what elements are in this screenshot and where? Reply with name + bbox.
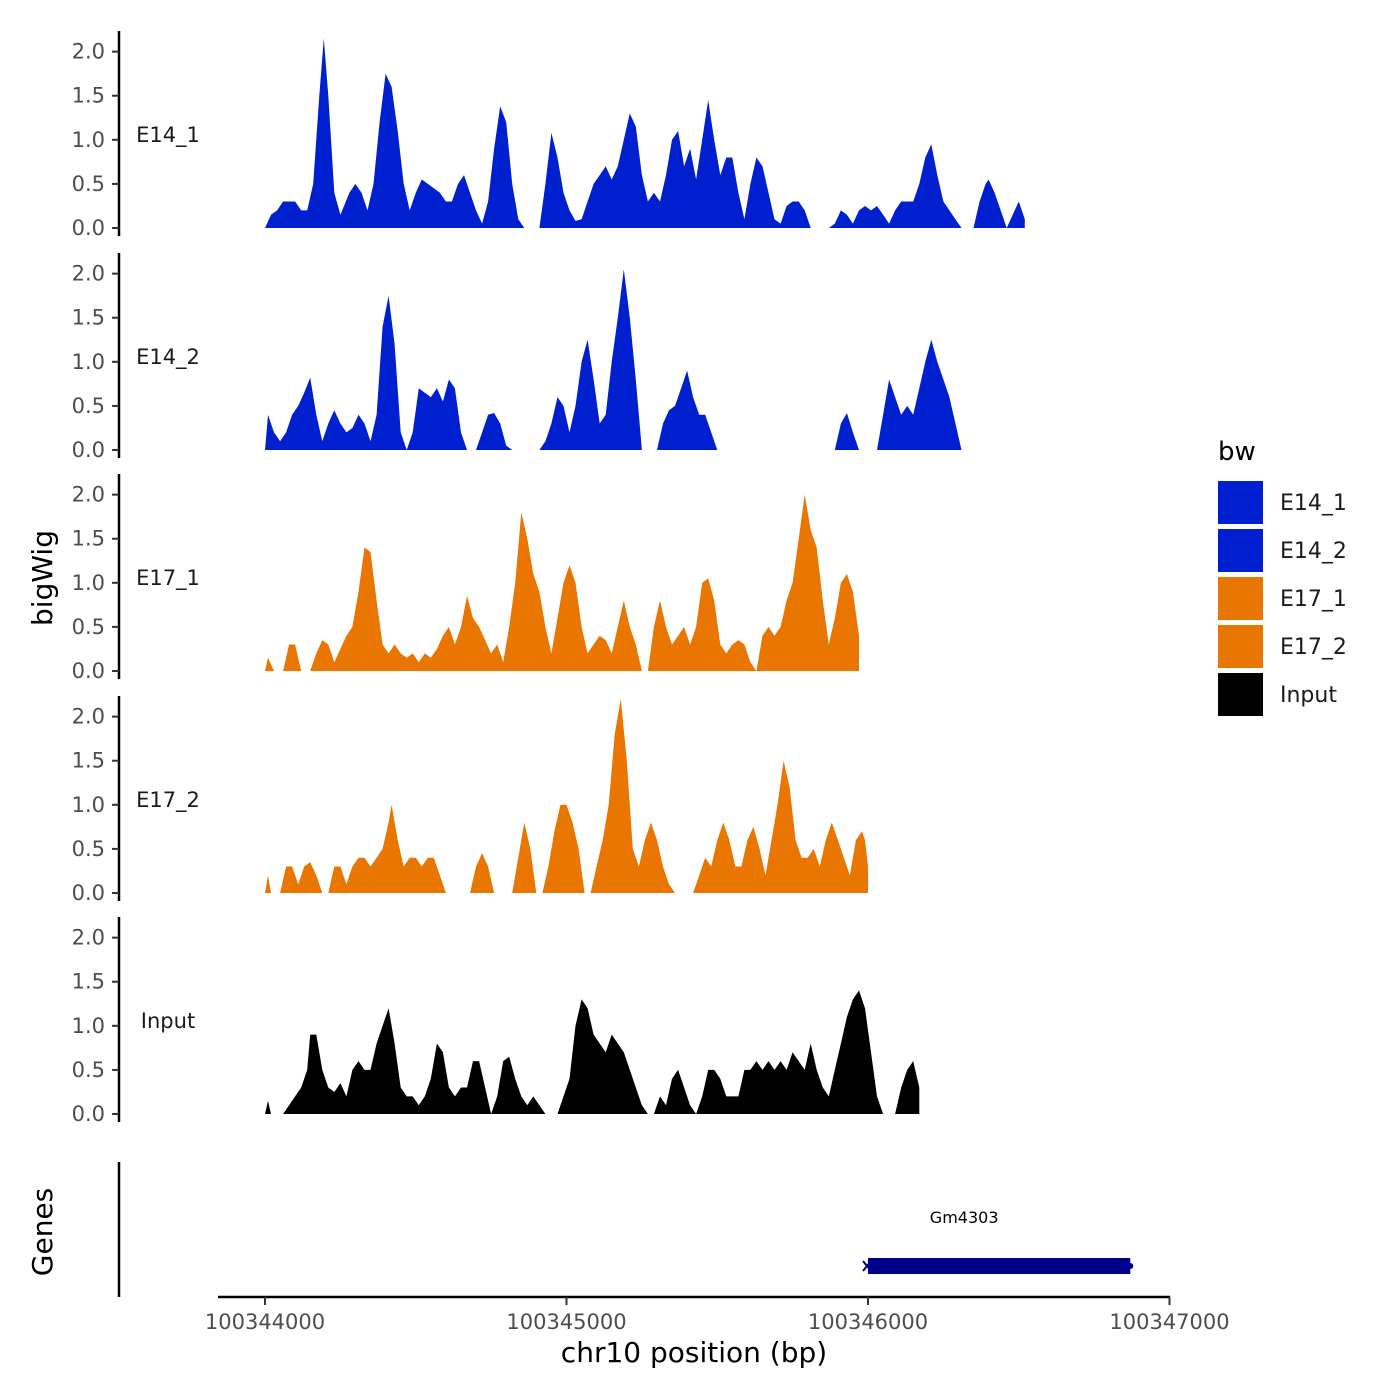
y-tick-label: 0.5 xyxy=(72,837,105,861)
legend: E14_1 E14_2 E17_1 E17_2 Input xyxy=(1218,481,1347,716)
legend-title: bw xyxy=(1218,437,1256,467)
y-tick-label: 1.0 xyxy=(72,128,105,152)
y-tick-label: 1.5 xyxy=(72,527,105,551)
track-label: E14_2 xyxy=(136,345,200,370)
y-tick-label: 0.0 xyxy=(72,216,105,240)
y-tick-label: 1.0 xyxy=(72,1014,105,1038)
track-label: Input xyxy=(141,1009,195,1033)
track-e17_2: 0.0 0.5 1.0 1.5 2.0 E17_2 xyxy=(72,696,868,905)
legend-swatch xyxy=(1218,529,1263,572)
legend-item-e17_1: E17_1 xyxy=(1218,577,1347,620)
legend-label: E17_2 xyxy=(1280,635,1347,660)
y-tick-label: 2.0 xyxy=(72,262,105,286)
legend-label: E17_1 xyxy=(1280,587,1347,612)
track-input: 0.0 0.5 1.0 1.5 2.0 Input xyxy=(72,917,920,1126)
y-tick-label: 0.5 xyxy=(72,615,105,639)
gene-start-marker xyxy=(862,1260,872,1272)
y-tick-label: 0.5 xyxy=(72,172,105,196)
legend-swatch xyxy=(1218,673,1263,716)
x-tick-label: 100344000 xyxy=(205,1310,325,1334)
x-axis: 100344000 100345000 100346000 100347000 xyxy=(205,1295,1230,1334)
track-e17_1: 0.0 0.5 1.0 1.5 2.0 E17_1 xyxy=(72,474,859,683)
gene-label: Gm4303 xyxy=(930,1208,999,1227)
area-e17_1 xyxy=(265,494,859,671)
y-tick-label: 2.0 xyxy=(72,40,105,64)
y-tick-label: 0.0 xyxy=(72,659,105,683)
track-label: E14_1 xyxy=(136,123,200,148)
y-tick-label: 1.0 xyxy=(72,571,105,595)
legend-item-e14_1: E14_1 xyxy=(1218,481,1347,524)
legend-label: E14_1 xyxy=(1280,491,1347,516)
gene-body xyxy=(868,1258,1131,1274)
y-tick-label: 1.5 xyxy=(72,970,105,994)
y-tick-label: 1.5 xyxy=(72,84,105,108)
legend-swatch xyxy=(1218,481,1263,524)
gene-gm4303: Gm4303 xyxy=(862,1208,1134,1274)
area-e14_2 xyxy=(265,269,962,450)
area-input xyxy=(265,990,920,1114)
track-e14_1: 0.0 0.5 1.0 1.5 2.0 E14_1 xyxy=(72,31,1025,240)
y-tick-label: 0.0 xyxy=(72,881,105,905)
area-e14_1 xyxy=(265,38,1025,229)
track-label: E17_1 xyxy=(136,566,200,591)
y-tick-label: 1.5 xyxy=(72,306,105,330)
y-tick-label: 0.5 xyxy=(72,1058,105,1082)
legend-item-input: Input xyxy=(1218,673,1337,716)
area-e17_2 xyxy=(265,699,868,893)
y-tick-label: 2.0 xyxy=(72,926,105,950)
legend-item-e14_2: E14_2 xyxy=(1218,529,1347,572)
x-tick-label: 100347000 xyxy=(1109,1310,1229,1334)
legend-swatch xyxy=(1218,577,1263,620)
gene-end-marker xyxy=(1127,1263,1134,1269)
y-tick-label: 1.5 xyxy=(72,749,105,773)
y-tick-label: 2.0 xyxy=(72,705,105,729)
legend-swatch xyxy=(1218,625,1263,668)
y-axis-title: bigWig xyxy=(26,530,59,626)
legend-label: Input xyxy=(1280,683,1337,708)
y-tick-label: 1.0 xyxy=(72,793,105,817)
y-tick-label: 0.5 xyxy=(72,394,105,418)
genes-axis-title: Genes xyxy=(26,1188,59,1276)
track-label: E17_2 xyxy=(136,788,200,813)
x-tick-label: 100346000 xyxy=(808,1310,928,1334)
y-tick-label: 0.0 xyxy=(72,1102,105,1126)
tracks-group: 0.0 0.5 1.0 1.5 2.0 E14_1 0.0 0.5 1.0 1.5 2.0 E14_2… xyxy=(72,31,1025,1126)
y-tick-label: 1.0 xyxy=(72,350,105,374)
genes-track: Gm4303 xyxy=(117,1162,1134,1297)
x-axis-title: chr10 position (bp) xyxy=(561,1336,827,1369)
y-tick-label: 2.0 xyxy=(72,483,105,507)
legend-label: E14_2 xyxy=(1280,539,1347,564)
track-e14_2: 0.0 0.5 1.0 1.5 2.0 E14_2 xyxy=(72,253,962,462)
y-tick-label: 0.0 xyxy=(72,438,105,462)
x-tick-label: 100345000 xyxy=(506,1310,626,1334)
legend-item-e17_2: E17_2 xyxy=(1218,625,1347,668)
